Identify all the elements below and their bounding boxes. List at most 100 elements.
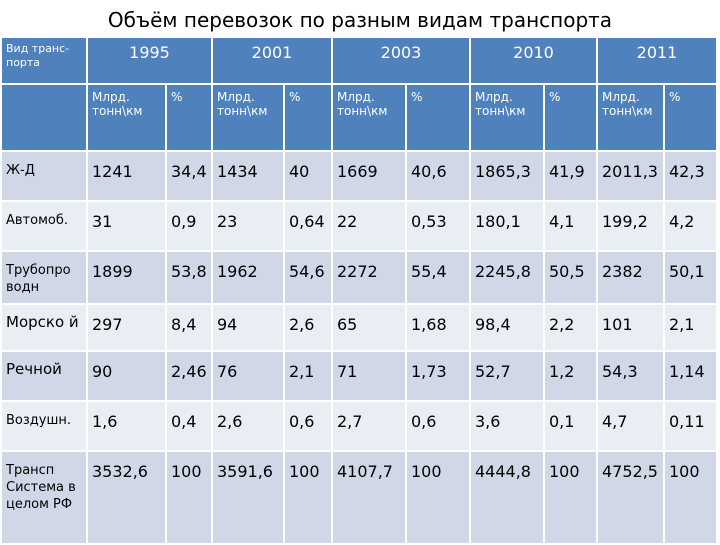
table-cell: 76 xyxy=(211,350,285,402)
corner-blank xyxy=(0,83,88,152)
table-cell: 2,46 xyxy=(165,350,213,402)
table-cell: 3532,6 xyxy=(86,450,167,545)
table-cell: 1962 xyxy=(211,250,285,305)
table-cell: 1899 xyxy=(86,250,167,305)
table-cell: 1,6 xyxy=(86,400,167,452)
row-label: Воздушн. xyxy=(0,400,88,452)
unit-header: Млрд. тонн\км xyxy=(596,83,665,152)
unit-header: Млрд. тонн\км xyxy=(86,83,167,152)
unit-header: Млрд. тонн\км xyxy=(331,83,407,152)
table-cell: 50,5 xyxy=(543,250,598,305)
row-label: Ж-Д xyxy=(0,150,88,202)
table-cell: 4,1 xyxy=(543,200,598,252)
row-label: Трубопро водн xyxy=(0,250,88,305)
table-cell: 180,1 xyxy=(469,200,545,252)
table-cell: 22 xyxy=(331,200,407,252)
table-cell: 0,11 xyxy=(663,400,718,452)
table-cell: 71 xyxy=(331,350,407,402)
table-cell: 2,1 xyxy=(663,303,718,352)
table-cell: 0,1 xyxy=(543,400,598,452)
year-header: 2001 xyxy=(211,36,333,85)
unit-header-row: Млрд. тонн\км % Млрд. тонн\км % Млрд. то… xyxy=(0,83,718,152)
table-cell: 0,9 xyxy=(165,200,213,252)
table-cell: 98,4 xyxy=(469,303,545,352)
table-cell: 3591,6 xyxy=(211,450,285,545)
table-cell: 41,9 xyxy=(543,150,598,202)
table-row: Автомоб. 31 0,9 23 0,64 22 0,53 180,1 4,1 199,2 4,… xyxy=(0,200,718,252)
table-cell: 2,7 xyxy=(331,400,407,452)
table-cell: 100 xyxy=(543,450,598,545)
table-cell: 1434 xyxy=(211,150,285,202)
table-row: Речной 90 2,46 76 2,1 71 1,73 52,7 1,2 54,3 1,14 xyxy=(0,350,718,402)
table-cell: 52,7 xyxy=(469,350,545,402)
table-cell: 0,53 xyxy=(405,200,471,252)
unit-header: % xyxy=(663,83,718,152)
table-cell: 40,6 xyxy=(405,150,471,202)
table-cell: 54,3 xyxy=(596,350,665,402)
unit-header: Млрд. тонн\км xyxy=(469,83,545,152)
table-cell: 2,6 xyxy=(211,400,285,452)
table-cell: 4752,5 xyxy=(596,450,665,545)
unit-header: % xyxy=(543,83,598,152)
table-cell: 4444,8 xyxy=(469,450,545,545)
row-label: Морско й xyxy=(0,303,88,352)
table-cell: 8,4 xyxy=(165,303,213,352)
table-cell: 55,4 xyxy=(405,250,471,305)
table-cell: 1669 xyxy=(331,150,407,202)
table-cell: 34,4 xyxy=(165,150,213,202)
page-title: Объём перевозок по разным видам транспор… xyxy=(107,8,613,32)
table-cell: 1865,3 xyxy=(469,150,545,202)
table-cell: 31 xyxy=(86,200,167,252)
unit-header: % xyxy=(165,83,213,152)
table-row: Воздушн. 1,6 0,4 2,6 0,6 2,7 0,6 3,6 0,1 4,7 0,11 xyxy=(0,400,718,452)
table-cell: 2,2 xyxy=(543,303,598,352)
table-cell: 3,6 xyxy=(469,400,545,452)
table-cell: 100 xyxy=(405,450,471,545)
year-header: 1995 xyxy=(86,36,213,85)
table-cell: 0,4 xyxy=(165,400,213,452)
table-cell: 1,73 xyxy=(405,350,471,402)
table-cell: 1,2 xyxy=(543,350,598,402)
table-row: Морско й 297 8,4 94 2,6 65 1,68 98,4 2,2 101 2,1 xyxy=(0,303,718,352)
table-cell: 100 xyxy=(663,450,718,545)
table-cell: 53,8 xyxy=(165,250,213,305)
table-cell: 42,3 xyxy=(663,150,718,202)
table-cell: 2382 xyxy=(596,250,665,305)
table-cell: 4,7 xyxy=(596,400,665,452)
table-cell: 0,6 xyxy=(283,400,333,452)
row-label: Трансп Система в целом РФ xyxy=(0,450,88,545)
table-cell: 199,2 xyxy=(596,200,665,252)
table-cell: 94 xyxy=(211,303,285,352)
table-cell: 65 xyxy=(331,303,407,352)
table-cell: 100 xyxy=(283,450,333,545)
table-cell: 2272 xyxy=(331,250,407,305)
transport-table: Вид транс-порта 1995 2001 2003 2010 2011… xyxy=(0,36,718,545)
table-cell: 40 xyxy=(283,150,333,202)
unit-header: % xyxy=(283,83,333,152)
table-cell: 4,2 xyxy=(663,200,718,252)
year-header: 2010 xyxy=(469,36,598,85)
table-cell: 50,1 xyxy=(663,250,718,305)
table-cell: 1,14 xyxy=(663,350,718,402)
unit-header: % xyxy=(405,83,471,152)
table-cell: 90 xyxy=(86,350,167,402)
table-cell: 0,64 xyxy=(283,200,333,252)
table-row: Трансп Система в целом РФ 3532,6 100 3591,6… xyxy=(0,450,718,545)
table-cell: 297 xyxy=(86,303,167,352)
year-header: 2003 xyxy=(331,36,471,85)
table-cell: 54,6 xyxy=(283,250,333,305)
table-cell: 2245,8 xyxy=(469,250,545,305)
corner-header: Вид транс-порта xyxy=(0,36,88,85)
year-header-row: Вид транс-порта 1995 2001 2003 2010 2011 xyxy=(0,36,718,85)
table-cell: 2,6 xyxy=(283,303,333,352)
row-label: Автомоб. xyxy=(0,200,88,252)
table-cell: 2011,3 xyxy=(596,150,665,202)
table-row: Трубопро водн 1899 53,8 1962 54,6 2272 55,4 224… xyxy=(0,250,718,305)
table-cell: 0,6 xyxy=(405,400,471,452)
table-cell: 2,1 xyxy=(283,350,333,402)
year-header: 2011 xyxy=(596,36,718,85)
table-cell: 100 xyxy=(165,450,213,545)
table-cell: 101 xyxy=(596,303,665,352)
table-cell: 1241 xyxy=(86,150,167,202)
table-cell: 1,68 xyxy=(405,303,471,352)
